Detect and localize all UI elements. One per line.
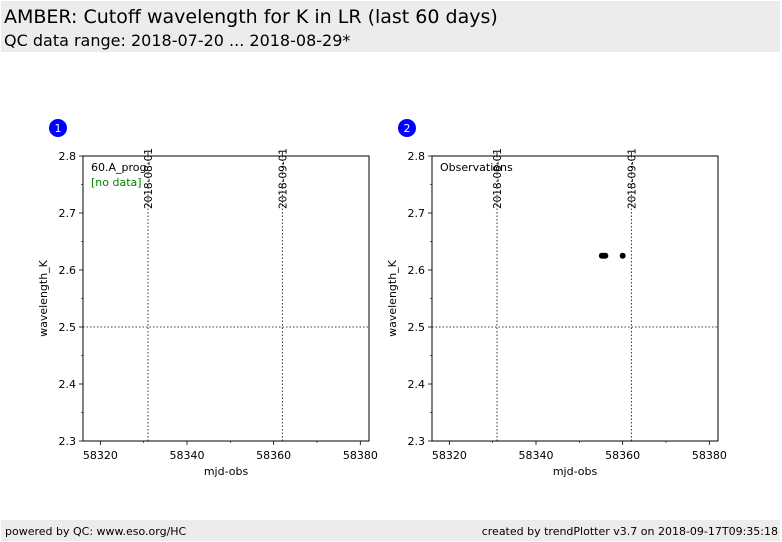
plot-frame [82, 155, 370, 442]
data-point [602, 252, 609, 259]
y-tick-label: 2.4 [408, 378, 426, 391]
no-data-note: [no data] [91, 176, 142, 189]
date-marker-label: 2018-09-01 [277, 148, 289, 209]
panel-number-label: 1 [55, 122, 62, 135]
x-axis-label: mjd-obs [204, 465, 249, 478]
data-point [619, 252, 626, 259]
date-marker-label: 2018-08-01 [492, 148, 504, 209]
x-tick-label: 58360 [256, 449, 291, 462]
y-tick-label: 2.4 [59, 378, 77, 391]
y-tick-label: 2.8 [408, 150, 426, 163]
y-axis-label: wavelength_K [386, 259, 399, 337]
x-tick-label: 58340 [170, 449, 205, 462]
report-header: AMBER: Cutoff wavelength for K in LR (la… [1, 1, 780, 52]
plot-frame [431, 155, 719, 442]
chart-panel-2: 2018-08-01 2018-09-01 58320 58340 58360 58380… [386, 119, 727, 478]
panel-number-badge [398, 119, 416, 137]
y-tick-label: 2.6 [408, 264, 426, 277]
y-tick-label: 2.5 [408, 321, 426, 334]
footer-credit: powered by QC: www.eso.org/HC [5, 525, 187, 538]
y-tick-label: 2.3 [408, 435, 426, 448]
y-tick-label: 2.7 [59, 207, 77, 220]
panel-number-badge [49, 119, 67, 137]
y-tick-label: 2.5 [59, 321, 77, 334]
report-title: AMBER: Cutoff wavelength for K in LR (la… [4, 6, 498, 28]
footer-created-by: created by trendPlotter v3.7 on 2018-09-… [481, 525, 778, 538]
date-marker-label: 2018-09-01 [626, 148, 638, 209]
chart-panel-1: 2018-08-01 2018-09-01 58320 58340 58360 58380… [37, 119, 378, 478]
y-tick-label: 2.7 [408, 207, 426, 220]
y-tick-label: 2.8 [59, 150, 77, 163]
x-tick-label: 58360 [605, 449, 640, 462]
x-tick-label: 58380 [692, 449, 727, 462]
report-footer: powered by QC: www.eso.org/HC created by… [1, 520, 780, 541]
charts-area: 2018-08-01 2018-09-01 58320 58340 58360 58380… [37, 119, 727, 478]
y-tick-label: 2.6 [59, 264, 77, 277]
x-tick-label: 58320 [83, 449, 118, 462]
panel-label: 60.A_prog [91, 161, 147, 174]
date-marker-label: 2018-08-01 [143, 148, 155, 209]
x-axis-label: mjd-obs [553, 465, 598, 478]
panel-label: Observations [440, 161, 513, 174]
y-axis-label: wavelength_K [37, 259, 50, 337]
report-subtitle: QC data range: 2018-07-20 ... 2018-08-29… [4, 31, 351, 50]
x-tick-label: 58320 [432, 449, 467, 462]
x-tick-label: 58340 [519, 449, 554, 462]
x-tick-label: 58380 [343, 449, 378, 462]
panel-number-label: 2 [404, 122, 411, 135]
y-tick-label: 2.3 [59, 435, 77, 448]
